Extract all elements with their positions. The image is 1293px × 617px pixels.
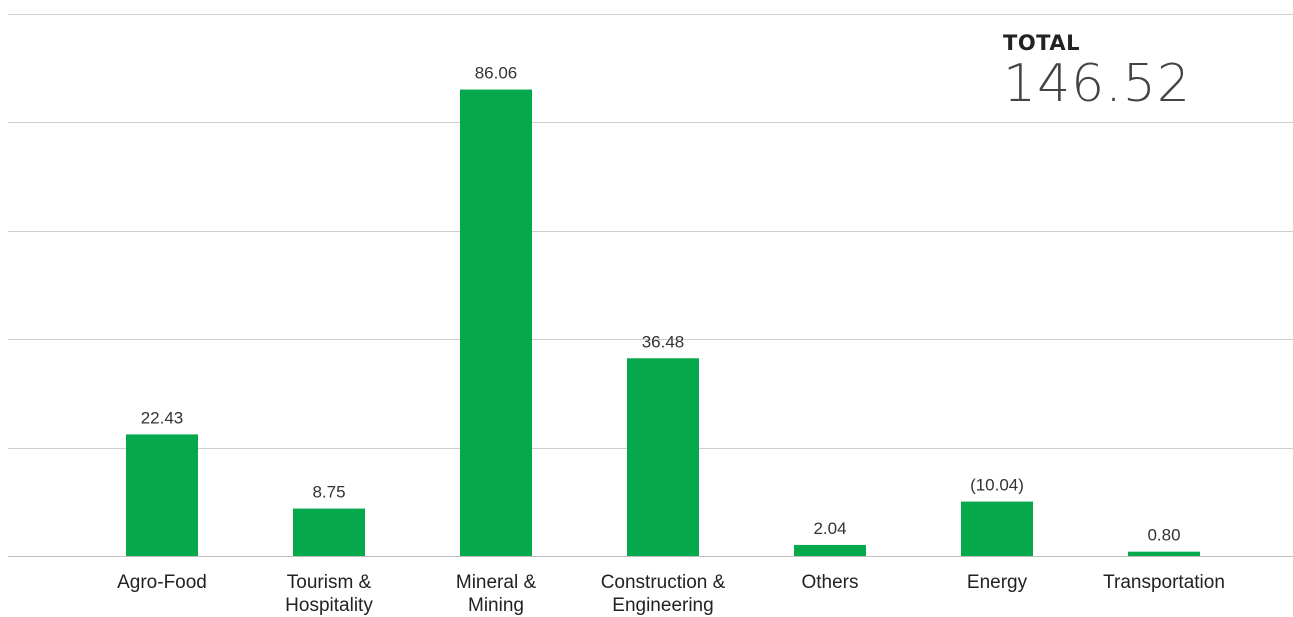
data-label: (10.04) [970,476,1024,495]
category-label: Agro-Food [117,572,207,593]
category-label: Transportation [1103,572,1225,593]
category-labels: Agro-Food Tourism & Hospitality Mineral & Mi… [117,572,1225,616]
gridlines [8,14,1293,557]
bar [460,89,532,556]
bar [627,358,699,556]
category-label: Construction & Engineering [601,572,726,616]
data-labels: 22.43 8.75 86.06 36.48 2.04 (10.04) 0.80 [141,64,1181,545]
bar [961,501,1033,556]
category-label: Tourism & Hospitality [285,572,373,616]
bars [126,89,1200,556]
data-label: 36.48 [642,332,685,351]
total-caption: TOTAL [1003,31,1081,55]
bar [794,544,866,556]
bar [293,508,365,556]
data-label: 8.75 [312,483,345,502]
data-label: 86.06 [475,64,518,83]
category-label: Others [801,572,858,593]
category-label: Mineral & Mining [456,572,537,616]
bar [126,434,198,556]
data-label: 0.80 [1147,526,1180,545]
data-label: 22.43 [141,408,184,427]
bar [1128,551,1200,556]
category-label: Energy [967,572,1028,593]
data-label: 2.04 [813,519,846,538]
total-value: 146.52 [1003,54,1191,114]
